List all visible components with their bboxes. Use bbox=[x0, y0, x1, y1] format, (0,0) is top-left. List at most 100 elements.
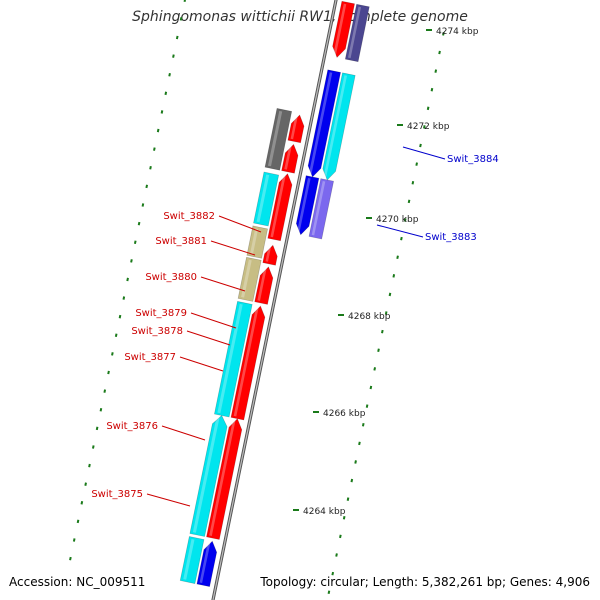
inner-dot bbox=[354, 460, 357, 464]
inner-dot bbox=[335, 553, 338, 557]
forward-gene-arrow bbox=[230, 305, 266, 421]
cds-block-sheen bbox=[183, 539, 195, 580]
outer-dot bbox=[145, 184, 149, 189]
outer-dot bbox=[137, 221, 141, 226]
kbp-tick-label: 4264 kbp bbox=[303, 507, 346, 517]
outer-dot bbox=[141, 203, 145, 207]
gene-label-swit_3879: Swit_3879 bbox=[135, 308, 187, 319]
reverse-gene-arrow bbox=[196, 540, 218, 587]
outer-dot bbox=[168, 72, 171, 77]
gene-labels: Swit_3875 Swit_3876 Swit_3877 Swit_3878 Swit… bbox=[91, 146, 499, 507]
reverse-gene-arrow-sheen bbox=[199, 542, 211, 583]
cds-block-sheen bbox=[348, 6, 361, 59]
cds-block bbox=[189, 415, 228, 537]
gene-label-swit_3881: Swit_3881 bbox=[155, 236, 207, 247]
forward-gene-arrow-sheen bbox=[209, 419, 236, 536]
cds-block bbox=[344, 3, 370, 63]
inner-dot bbox=[434, 69, 438, 73]
genome-backbone bbox=[211, 0, 338, 600]
gene-features bbox=[179, 0, 370, 587]
gene-leader-line bbox=[376, 224, 424, 238]
outer-dot bbox=[88, 463, 91, 468]
inner-dot bbox=[331, 571, 335, 576]
gene-label-swit_3883: Swit_3883 bbox=[425, 232, 477, 243]
outer-dot bbox=[149, 166, 152, 170]
inner-dot bbox=[423, 125, 426, 129]
outer-dot bbox=[183, 0, 186, 3]
outer-dot bbox=[130, 259, 133, 263]
forward-gene-arrow bbox=[287, 114, 305, 144]
reverse-gene-arrow-sheen bbox=[308, 72, 333, 175]
inner-dot bbox=[373, 367, 377, 371]
outer-dot bbox=[72, 538, 76, 542]
kbp-ticks: 4264 kbp 4266 kbp 4268 kbp 4270 kbp 4272 kbp… bbox=[293, 27, 479, 517]
gene-leader-line bbox=[402, 146, 446, 160]
cds-block-sheen bbox=[241, 259, 252, 298]
inner-dot bbox=[377, 348, 380, 353]
inner-dot bbox=[430, 87, 434, 92]
cds-block-sheen bbox=[217, 303, 243, 414]
inner-dot bbox=[369, 385, 373, 390]
inner-dot bbox=[419, 143, 422, 148]
map-title: Sphingomonas wittichii RW1, complete gen… bbox=[132, 9, 468, 25]
kbp-tick-label: 4272 kbp bbox=[407, 122, 450, 132]
outer-dot bbox=[160, 110, 164, 114]
gene-label-swit_3877: Swit_3877 bbox=[124, 352, 176, 363]
gene-label-swit_3882: Swit_3882 bbox=[163, 211, 215, 222]
forward-gene-arrow-sheen bbox=[233, 307, 259, 417]
kbp-tick-label: 4268 kbp bbox=[348, 312, 391, 322]
inner-dot bbox=[358, 441, 361, 446]
inner-dot bbox=[339, 534, 342, 539]
outer-dot bbox=[172, 54, 175, 58]
gene-leader-line bbox=[146, 493, 191, 507]
gene-label-swit_3884: Swit_3884 bbox=[447, 154, 499, 165]
cds-block bbox=[264, 108, 293, 171]
cds-block bbox=[214, 301, 253, 418]
outer-dot bbox=[84, 482, 87, 486]
inner-dot bbox=[426, 106, 430, 111]
inner-dot bbox=[327, 590, 331, 595]
cds-block-sheen bbox=[192, 416, 220, 533]
cds-block bbox=[308, 178, 334, 240]
inner-dot bbox=[388, 292, 392, 297]
outer-dot bbox=[179, 17, 183, 21]
gene-leader-line bbox=[218, 215, 262, 233]
outer-dot bbox=[69, 556, 72, 561]
backbone-highlight bbox=[212, 0, 337, 600]
genome-summary: Topology: circular; Length: 5,382,261 bp… bbox=[260, 575, 590, 589]
kbp-tick-label: 4270 kbp bbox=[376, 215, 419, 225]
kbp-tick-label: 4266 kbp bbox=[323, 409, 366, 419]
outer-dot bbox=[175, 35, 179, 40]
outer-dot bbox=[156, 128, 160, 133]
outer-dot bbox=[111, 352, 114, 356]
outer-dot bbox=[103, 389, 107, 393]
outer-dot bbox=[76, 519, 80, 524]
gene-label-swit_3878: Swit_3878 bbox=[131, 326, 183, 337]
inner-dot bbox=[442, 32, 445, 36]
outer-dot bbox=[114, 333, 118, 338]
inner-dot bbox=[415, 162, 418, 166]
inner-dot bbox=[350, 478, 354, 483]
gene-leader-line bbox=[190, 312, 237, 329]
cds-block bbox=[179, 536, 205, 584]
gene-label-swit_3880: Swit_3880 bbox=[145, 272, 197, 283]
inner-dot bbox=[411, 180, 415, 185]
outer-dot bbox=[133, 240, 137, 244]
forward-gene-arrow-sheen bbox=[265, 246, 271, 262]
outer-dot bbox=[99, 407, 103, 412]
inner-dot bbox=[400, 236, 403, 241]
cds-block bbox=[253, 171, 280, 227]
inner-dot bbox=[407, 199, 411, 204]
inner-dot bbox=[346, 497, 350, 501]
forward-gene-arrow-sheen bbox=[284, 145, 292, 170]
forward-gene-arrow bbox=[262, 244, 278, 266]
gene-leader-line bbox=[186, 330, 231, 346]
gene-leader-line bbox=[210, 240, 256, 256]
forward-gene-arrow bbox=[267, 173, 293, 242]
outer-dot bbox=[80, 501, 84, 505]
accession-label: Accession: NC_009511 bbox=[9, 575, 146, 589]
inner-dot bbox=[342, 516, 346, 520]
track-dots bbox=[69, 0, 445, 595]
cds-block-sheen bbox=[311, 181, 326, 236]
